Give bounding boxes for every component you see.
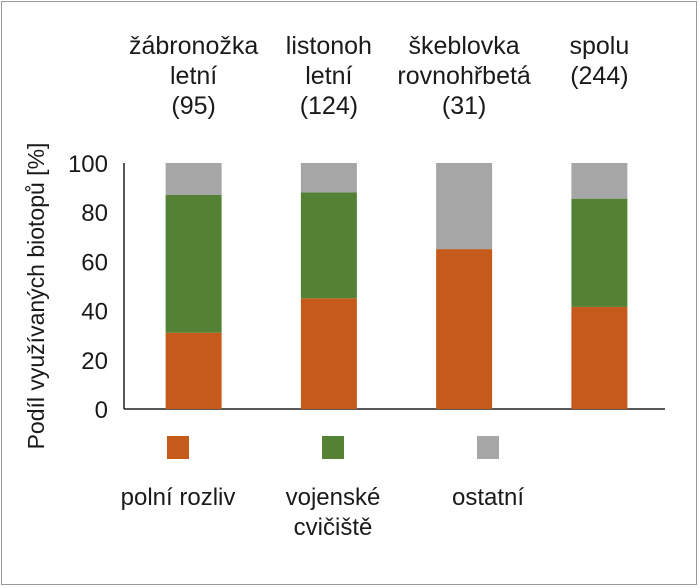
category-label: spolu (569, 32, 629, 60)
legend-label: vojenské (286, 484, 381, 511)
legend-swatch-2 (477, 436, 499, 459)
category-label: listonoh (286, 32, 372, 60)
legend-label: polní rozliv (121, 484, 236, 511)
bar-segment-0-2 (436, 249, 493, 409)
y-tick-label: 60 (81, 249, 108, 276)
y-tick-label: 40 (81, 299, 108, 326)
legend-label: cvičiště (294, 514, 373, 541)
category-label: rovnohřbetá (397, 62, 531, 90)
legend-label: ostatní (452, 484, 524, 511)
y-tick-label: 80 (81, 200, 108, 227)
category-label: (31) (442, 92, 486, 120)
bar-segment-2-3 (571, 163, 628, 199)
category-label: škeblovka (409, 32, 520, 60)
category-label: (124) (300, 92, 358, 120)
category-label: letní (170, 62, 217, 90)
bar-segment-1-0 (165, 194, 222, 333)
bar-segment-1-3 (571, 198, 628, 307)
bar-segment-2-2 (436, 163, 493, 250)
category-label: žábronožka (129, 32, 258, 60)
legend-swatch-0 (167, 436, 189, 459)
bar-segment-0-3 (571, 306, 628, 409)
category-label: letní (305, 62, 352, 90)
y-axis-label: Podíl využívaných biotopů [%] (23, 143, 49, 450)
bar-segment-0-0 (165, 332, 222, 409)
category-label: (244) (570, 62, 628, 90)
y-tick-label: 20 (81, 348, 108, 375)
legend-swatch-1 (322, 436, 344, 459)
bar-segment-2-1 (300, 163, 357, 193)
bar-segment-2-0 (165, 163, 222, 195)
y-tick-label: 100 (68, 151, 108, 178)
bar-segment-0-1 (300, 298, 357, 409)
category-label: (95) (171, 92, 215, 120)
bar-segment-1-1 (300, 192, 357, 299)
y-tick-label: 0 (95, 397, 108, 424)
